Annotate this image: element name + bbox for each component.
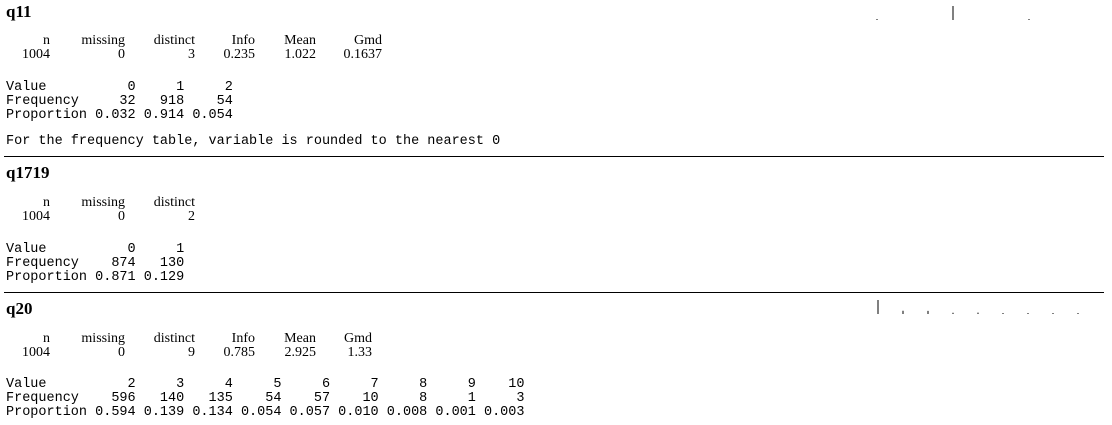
stat-value-n: 1004 [22,345,50,360]
stat-label-mean: Mean [284,33,316,48]
freq-table-value-row: Value 2 3 4 5 6 7 8 9 10 [6,377,525,392]
stat-value-missing: 0 [118,345,125,360]
section-title-q1719: q1719 [6,163,50,182]
freq-table-value-row: Value 0 1 2 [6,80,233,95]
stat-value-missing: 0 [118,209,125,224]
stat-label-gmd: Gmd [344,331,372,346]
stat-value-gmd: 0.1637 [343,47,383,62]
section-title-q20: q20 [6,299,33,318]
stat-value-distinct: 9 [188,345,195,360]
stat-value-mean: 2.925 [284,345,317,360]
spike-histogram-q11 [876,6,1030,20]
stat-value-distinct: 3 [188,47,195,62]
stat-value-mean: 1.022 [284,47,317,62]
stat-label-info: Info [231,331,255,346]
section-title-q11: q11 [6,2,32,21]
stat-label-mean: Mean [284,331,316,346]
freq-table-proportion-row: Proportion 0.032 0.914 0.054 [6,108,233,123]
stat-value-info: 0.235 [223,47,256,62]
stat-label-info: Info [231,33,255,48]
stat-label-distinct: distinct [153,195,195,210]
freq-table-proportion-row: Proportion 0.594 0.139 0.134 0.054 0.057… [6,405,525,420]
stat-label-missing: missing [81,33,125,48]
stat-label-n: n [43,331,50,346]
section-divider [4,292,1104,293]
freq-table-frequency-row: Frequency 596 140 135 54 57 10 8 1 3 [6,391,525,406]
section-divider [4,156,1104,157]
stat-label-distinct: distinct [153,331,195,346]
stat-value-n: 1004 [22,47,50,62]
rounding-note: For the frequency table, variable is rou… [6,134,501,149]
stat-label-distinct: distinct [153,33,195,48]
stat-label-n: n [43,33,50,48]
stat-value-missing: 0 [118,47,125,62]
freq-table-value-row: Value 0 1 [6,242,185,257]
stat-value-n: 1004 [22,209,50,224]
stat-value-gmd: 1.33 [347,345,373,360]
stat-label-missing: missing [81,331,125,346]
spike-histogram-q20 [877,300,1079,314]
freq-table-frequency-row: Frequency 32 918 54 [6,94,233,109]
stat-label-n: n [43,195,50,210]
stat-value-info: 0.785 [223,345,256,360]
freq-table-frequency-row: Frequency 874 130 [6,256,185,271]
stat-label-missing: missing [81,195,125,210]
stat-label-gmd: Gmd [354,33,382,48]
stat-value-distinct: 2 [188,209,195,224]
freq-table-proportion-row: Proportion 0.871 0.129 [6,270,185,285]
